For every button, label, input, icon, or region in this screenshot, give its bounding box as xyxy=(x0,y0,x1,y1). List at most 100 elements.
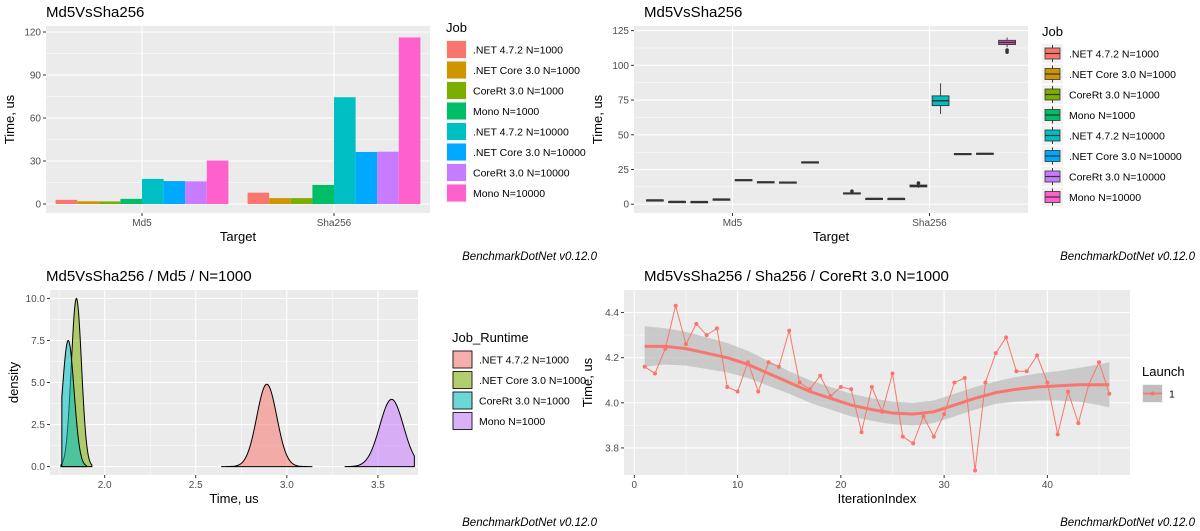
series-point xyxy=(1035,353,1040,358)
legend-title: Launch xyxy=(1142,364,1185,379)
x-tick-label: Md5 xyxy=(132,218,152,229)
y-tick-label: 90 xyxy=(30,71,42,82)
y-tick-label: 100 xyxy=(612,61,629,72)
legend-swatch xyxy=(452,412,473,430)
series-point xyxy=(869,385,874,390)
legend-item: Mono N=10000 xyxy=(1042,187,1141,207)
legend-label: .NET 4.7.2 N=10000 xyxy=(1069,131,1165,143)
bar xyxy=(312,184,334,204)
x-axis-label: IterationIndex xyxy=(838,491,917,506)
y-tick-label: 7.5 xyxy=(31,336,45,347)
series-point xyxy=(652,371,657,376)
legend-item: .NET Core 3.0 N=1000 xyxy=(446,60,580,80)
footnote: BenchmarkDotNet v0.12.0 xyxy=(462,251,597,263)
legend-swatch xyxy=(447,184,466,202)
series-point xyxy=(900,434,905,439)
x-tick-label: Sha256 xyxy=(912,218,947,229)
x-tick-label: Sha256 xyxy=(317,218,352,229)
legend-item: .NET 4.7.2 N=10000 xyxy=(446,122,569,141)
legend: Launch 1 xyxy=(1142,364,1185,403)
series-point xyxy=(704,333,709,338)
legend: Job .NET 4.7.2 N=1000 .NET Core 3.0 N=1000… xyxy=(446,20,586,203)
legend-item: Mono N=1000 xyxy=(446,101,539,121)
legend-label: .NET Core 3.0 N=1000 xyxy=(1069,69,1176,81)
y-axis-label: Time, us xyxy=(580,357,595,407)
plot-panel xyxy=(634,26,1028,213)
legend-label: Mono N=1000 xyxy=(479,416,545,428)
bar xyxy=(247,192,270,204)
legend-item: CoreRt 3.0 N=1000 xyxy=(446,81,564,100)
legend-label: Mono N=1000 xyxy=(1069,110,1135,122)
footnote: BenchmarkDotNet v0.12.0 xyxy=(462,517,597,529)
legend-label: .NET Core 3.0 N=1000 xyxy=(479,375,586,387)
legend-swatch xyxy=(447,123,466,140)
bar xyxy=(269,198,291,204)
legend-item: .NET Core 3.0 N=1000 xyxy=(1042,64,1176,84)
y-tick-label: 4.4 xyxy=(605,308,619,319)
legend-label: .NET 4.7.2 N=10000 xyxy=(473,127,569,139)
series-point xyxy=(673,303,678,308)
legend: Job_Runtime .NET 4.7.2 N=1000 .NET Core 3.… xyxy=(452,330,586,431)
legend-label: CoreRt 3.0 N=10000 xyxy=(473,168,570,180)
legend-swatch xyxy=(447,61,466,79)
legend-item: 1 xyxy=(1142,384,1175,403)
series-point xyxy=(1045,380,1050,385)
series-point xyxy=(694,321,699,326)
legend-label: CoreRt 3.0 N=10000 xyxy=(1069,172,1166,184)
y-axis-label: Time, us xyxy=(590,94,605,144)
bar xyxy=(98,201,121,204)
series-point xyxy=(776,364,781,369)
legend-label: .NET 4.7.2 N=1000 xyxy=(473,45,563,57)
series-point xyxy=(983,380,988,385)
legend-item: Mono N=1000 xyxy=(452,411,545,431)
y-tick-label: 5.0 xyxy=(31,378,45,389)
y-tick-label: 3.8 xyxy=(605,443,619,454)
series-point xyxy=(911,441,916,446)
legend-item: .NET 4.7.2 N=1000 xyxy=(452,350,569,369)
x-axis-label: Time, us xyxy=(209,491,259,506)
y-tick-label: 0 xyxy=(623,200,629,211)
series-point xyxy=(725,385,730,390)
legend-label: .NET Core 3.0 N=10000 xyxy=(1069,151,1182,163)
series-point xyxy=(942,412,947,417)
y-tick-label: 25 xyxy=(618,165,630,176)
series-point xyxy=(1055,432,1060,437)
legend-swatch xyxy=(447,41,466,58)
series-point xyxy=(890,371,895,376)
bar xyxy=(77,201,99,204)
series-point xyxy=(952,380,957,385)
x-tick-label: 3.5 xyxy=(371,480,385,491)
series-point xyxy=(818,373,823,378)
density-chart: Md5VsSha256 / Md5 / N=1000 BenchmarkDotNe… xyxy=(6,268,598,529)
density-curve xyxy=(344,398,415,468)
chart-title: Md5VsSha256 / Md5 / N=1000 xyxy=(46,268,252,285)
x-tick-label: 0 xyxy=(632,480,638,491)
series-point xyxy=(797,380,802,385)
iteration-chart: Md5VsSha256 / Sha256 / CoreRt 3.0 N=1000… xyxy=(580,268,1196,529)
density-curve xyxy=(221,383,313,468)
bar xyxy=(120,198,142,204)
series-point xyxy=(787,328,792,333)
y-tick-label: 0.0 xyxy=(31,462,45,473)
series-point xyxy=(1014,369,1019,374)
legend-title: Job_Runtime xyxy=(452,330,529,345)
bar xyxy=(142,178,164,204)
legend-swatch xyxy=(452,391,473,410)
series-point xyxy=(683,342,688,347)
y-axis-label: Time, us xyxy=(2,94,17,144)
y-tick-label: 60 xyxy=(30,114,42,125)
series-point xyxy=(714,326,719,331)
box-outlier xyxy=(1005,48,1009,52)
smooth-line xyxy=(644,344,1110,416)
legend-title: Job xyxy=(446,20,467,35)
legend-label: .NET 4.7.2 N=1000 xyxy=(1069,49,1159,61)
legend-swatch xyxy=(452,350,473,369)
series-point xyxy=(849,387,854,392)
series-point xyxy=(1107,391,1112,396)
x-tick-label: Md5 xyxy=(723,218,743,229)
series-point xyxy=(735,389,740,394)
legend-item: Mono N=1000 xyxy=(1042,105,1135,125)
x-tick-label: 30 xyxy=(939,480,951,491)
legend-item: .NET 4.7.2 N=1000 xyxy=(446,40,563,59)
